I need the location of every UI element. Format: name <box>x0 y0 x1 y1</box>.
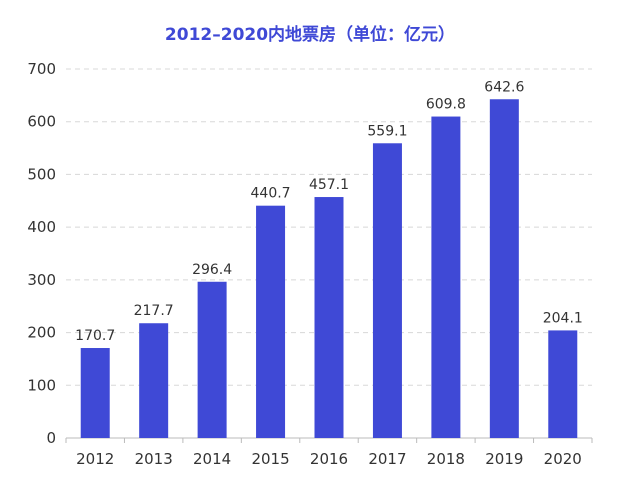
y-tick-label: 700 <box>27 60 56 78</box>
y-tick-label: 200 <box>27 324 56 342</box>
label-layer: 170.7 217.7 296.4 440.7 457.1 559.1 609.8 642.6… <box>75 79 583 344</box>
data-label-2019: 642.6 <box>484 79 524 95</box>
bar-2015 <box>256 205 286 438</box>
x-tick-label: 2016 <box>310 450 348 468</box>
x-tick-label: 2013 <box>135 450 173 468</box>
chart-title: 2012–2020内地票房（单位：亿元） <box>164 25 456 45</box>
data-label-2015: 440.7 <box>251 186 291 202</box>
x-tick-label: 2014 <box>193 450 231 468</box>
y-tick-label: 400 <box>27 218 56 236</box>
data-label-2017: 559.1 <box>367 123 407 139</box>
x-tick-label: 2019 <box>485 450 523 468</box>
bar-2013 <box>139 323 169 438</box>
x-tick-label: 2012 <box>76 450 114 468</box>
bar-2017 <box>372 143 402 439</box>
axis-layer: 0 100 200 300 400 500 600 700 2012 2013 2014 2015 20… <box>27 60 593 468</box>
bar-layer <box>80 99 578 439</box>
data-label-2016: 457.1 <box>309 177 349 193</box>
y-tick-label: 500 <box>27 165 56 183</box>
bar-2019 <box>489 99 519 439</box>
data-label-2013: 217.7 <box>134 303 174 319</box>
x-tick-label: 2018 <box>427 450 465 468</box>
bar-2020 <box>548 330 578 438</box>
bar-2016 <box>314 197 344 438</box>
bar-2014 <box>197 281 227 438</box>
y-tick-label: 0 <box>46 429 56 447</box>
x-tick-label: 2020 <box>544 450 582 468</box>
y-tick-label: 600 <box>27 113 56 131</box>
y-tick-label: 300 <box>27 271 56 289</box>
x-tick-label: 2017 <box>368 450 406 468</box>
bar-2012 <box>80 348 110 438</box>
x-tick-label: 2015 <box>251 450 289 468</box>
y-tick-label: 100 <box>27 376 56 394</box>
data-label-2018: 609.8 <box>426 97 466 113</box>
data-label-2020: 204.1 <box>543 310 583 326</box>
data-label-2012: 170.7 <box>75 328 115 344</box>
bar-2018 <box>431 116 461 439</box>
data-label-2014: 296.4 <box>192 262 232 278</box>
